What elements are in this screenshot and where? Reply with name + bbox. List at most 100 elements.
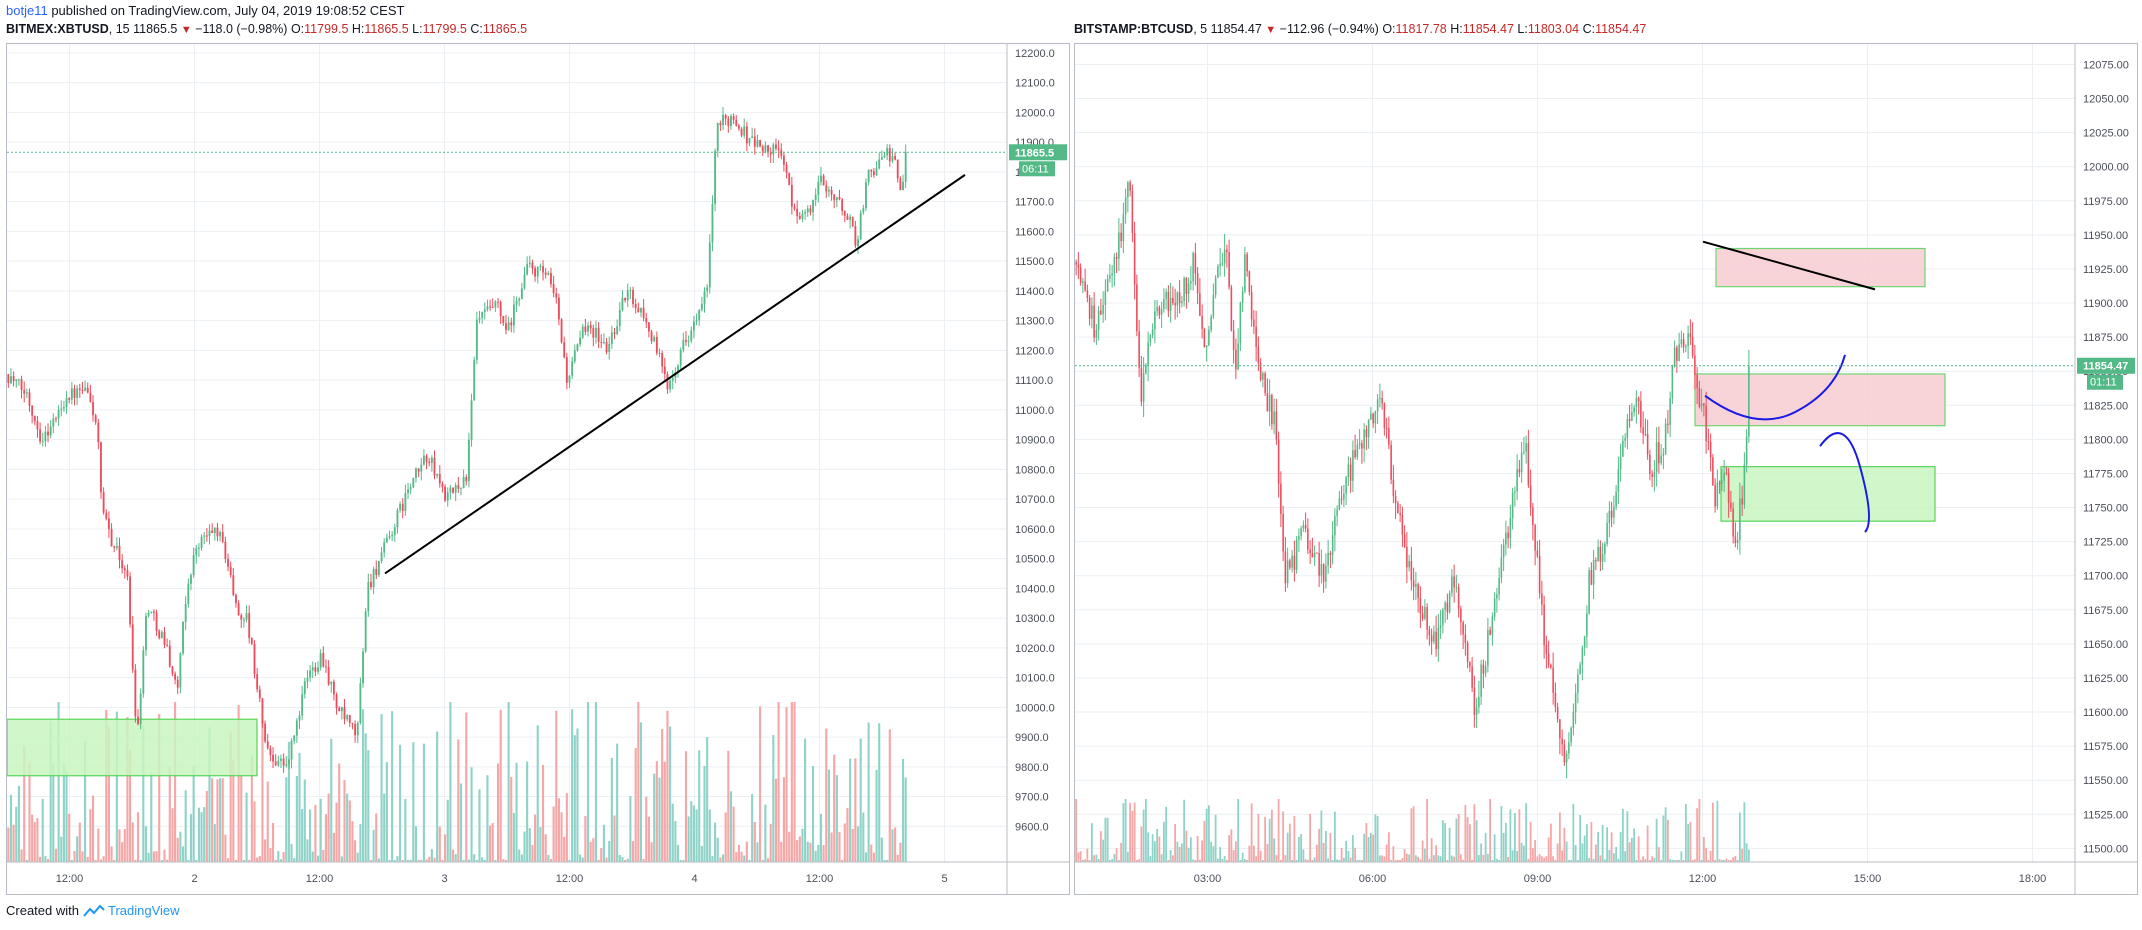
volume-bar [422, 743, 425, 862]
candle-body [280, 758, 282, 761]
volume-bar [653, 773, 656, 862]
volume-bar [1608, 849, 1611, 862]
support-zone[interactable] [6, 718, 258, 777]
candle-body [833, 194, 836, 201]
volume-bar [1363, 833, 1366, 862]
candle-body [346, 715, 349, 720]
candle-body [642, 307, 645, 319]
volume-bar [1466, 817, 1469, 862]
volume-bar [666, 710, 669, 862]
candle-body [486, 306, 489, 310]
trend-line[interactable] [1702, 240, 1876, 291]
volume-bar [412, 742, 415, 862]
candle-body [1223, 249, 1226, 264]
tradingview-logo-icon[interactable] [82, 904, 105, 921]
volume-bar [788, 831, 791, 862]
volume-bar [568, 860, 571, 862]
candle-body [1226, 249, 1228, 253]
arc-curve[interactable] [1704, 354, 1846, 421]
volume-bar [602, 824, 605, 862]
volume-bar [1720, 860, 1723, 862]
footer-brand[interactable]: TradingView [108, 903, 180, 918]
candle-body [605, 341, 608, 353]
candle-body [1199, 293, 1201, 316]
chart-panel-right[interactable]: 11500.00 11525.00 11550.00 11575.00 11600.00… [1074, 43, 2138, 895]
volume-bar [856, 826, 860, 862]
volume-bar [819, 813, 823, 862]
volume-bar [774, 778, 778, 862]
candle-body [462, 476, 465, 489]
candle-body [835, 197, 838, 201]
chart-svg-left[interactable]: 9600.0 9700.0 9800.0 9900.0 10000.0 10100.0 10… [6, 44, 1069, 894]
candle-body [1203, 328, 1206, 347]
price-badge-label: 11854.47 [2083, 361, 2128, 373]
candle-body [377, 561, 380, 575]
volume-bar [1646, 825, 1649, 862]
volume-bar [1273, 838, 1276, 862]
volume-bar [131, 822, 134, 862]
volume-bar [1331, 860, 1334, 862]
candle-body [1608, 510, 1611, 523]
volume-bar [526, 761, 529, 862]
volume-bar [1095, 854, 1098, 862]
resistance-zone[interactable] [1694, 373, 1946, 427]
countdown-badge [2087, 374, 2123, 390]
volume-bar [205, 790, 208, 862]
volume-bar [1295, 860, 1298, 862]
y-tick-label: 11875.00 [2083, 332, 2128, 344]
candle-body [1286, 560, 1289, 584]
candle-body [1124, 197, 1127, 215]
volume-bar [669, 726, 672, 862]
countdown-badge [1019, 161, 1055, 177]
down-arrow-icon: ▼ [180, 24, 192, 36]
candle-body [1590, 570, 1593, 585]
volume-bar [549, 858, 553, 862]
volume-bar [1617, 858, 1620, 862]
volume-bar [1356, 859, 1359, 862]
candle-body [1439, 625, 1442, 628]
candle-body [1561, 738, 1563, 745]
candle-body [589, 325, 592, 329]
candle-body [41, 441, 44, 443]
volume-bar [1279, 860, 1282, 862]
volume-bar [226, 858, 230, 862]
volume-bar [790, 702, 793, 862]
volume-bar [383, 793, 386, 862]
volume-bar [9, 794, 13, 862]
chart-svg-right[interactable]: 11500.00 11525.00 11550.00 11575.00 11600.00… [1075, 44, 2137, 894]
volume-bar [203, 807, 206, 862]
candle-body [1289, 560, 1291, 568]
candle-body [595, 327, 597, 338]
candle-body [584, 326, 587, 332]
volume-bar [676, 844, 680, 862]
volume-bar [176, 837, 179, 862]
chart-panel-left[interactable]: 9600.0 9700.0 9800.0 9900.0 10000.0 10100.0 10… [6, 43, 1070, 895]
candle-body [171, 666, 174, 674]
trend-line[interactable] [384, 174, 966, 575]
candle-body [33, 415, 36, 422]
volume-bar [594, 702, 598, 862]
support-zone[interactable] [1720, 466, 1936, 522]
candle-body [1185, 277, 1188, 294]
author-link[interactable]: botje11 [6, 3, 48, 18]
volume-bar [1333, 811, 1336, 862]
candle-body [444, 486, 447, 501]
volume-bar [139, 860, 142, 862]
candle-body [277, 760, 280, 766]
candle-body [674, 372, 677, 378]
candle-body [1138, 331, 1140, 368]
candle-body [732, 116, 735, 120]
candle-body [412, 477, 415, 488]
symbol-name[interactable]: BITSTAMP:BTCUSD [1074, 22, 1194, 36]
candle-body [1520, 452, 1523, 473]
candle-body [129, 576, 132, 625]
projection-curve[interactable] [1819, 432, 1870, 533]
candle-body [1491, 616, 1494, 635]
volume-bar [417, 860, 420, 862]
candle-body [621, 297, 624, 310]
volume-bar [690, 801, 693, 862]
symbol-name[interactable]: BITMEX:XBTUSD [6, 22, 109, 36]
volume-bar [510, 776, 513, 862]
volume-bar [414, 826, 418, 862]
high-value: 11865.5 [364, 22, 409, 36]
